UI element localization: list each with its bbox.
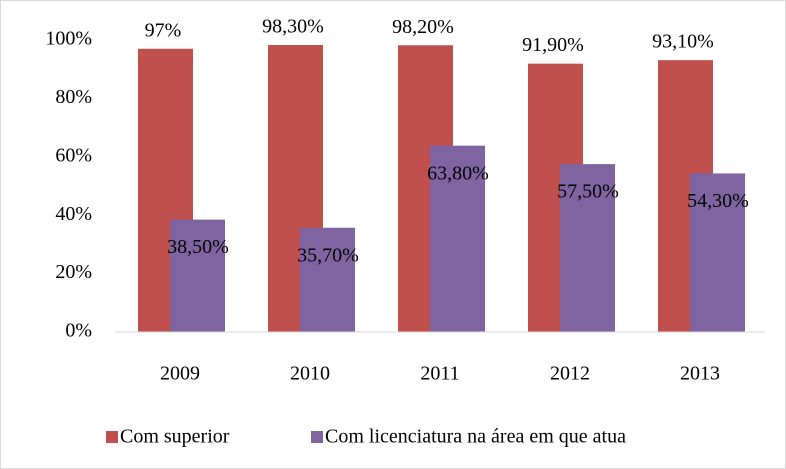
y-tick-label: 0% <box>65 320 92 342</box>
x-tick-label: 2009 <box>160 363 200 385</box>
y-tick-label: 100% <box>45 28 92 50</box>
legend-label: Com superior <box>120 426 230 448</box>
bar <box>430 145 485 332</box>
x-tick-label: 2013 <box>680 363 720 385</box>
y-tick-label: 80% <box>55 86 92 108</box>
data-label: 38,50% <box>167 236 229 258</box>
legend-label: Com licenciatura na área em que atua <box>325 426 626 448</box>
x-tick-label: 2011 <box>420 363 459 385</box>
legend-swatch <box>311 431 323 443</box>
bar <box>170 219 225 332</box>
y-tick-label: 40% <box>55 203 92 225</box>
x-tick-label: 2010 <box>290 363 330 385</box>
x-tick-label: 2012 <box>550 363 590 385</box>
data-label: 98,30% <box>262 16 324 38</box>
data-label: 57,50% <box>557 181 619 203</box>
bar <box>300 227 355 332</box>
data-label: 35,70% <box>297 244 359 266</box>
bar <box>690 173 745 332</box>
data-label: 91,90% <box>522 34 584 56</box>
data-label: 93,10% <box>652 31 714 53</box>
data-label: 54,30% <box>687 190 749 212</box>
legend-swatch <box>106 431 118 443</box>
bar <box>560 164 615 332</box>
data-label: 97% <box>145 19 182 41</box>
data-label: 98,20% <box>392 16 454 38</box>
y-tick-label: 20% <box>55 261 92 283</box>
y-tick-label: 60% <box>55 144 92 166</box>
data-label: 63,80% <box>427 162 489 184</box>
